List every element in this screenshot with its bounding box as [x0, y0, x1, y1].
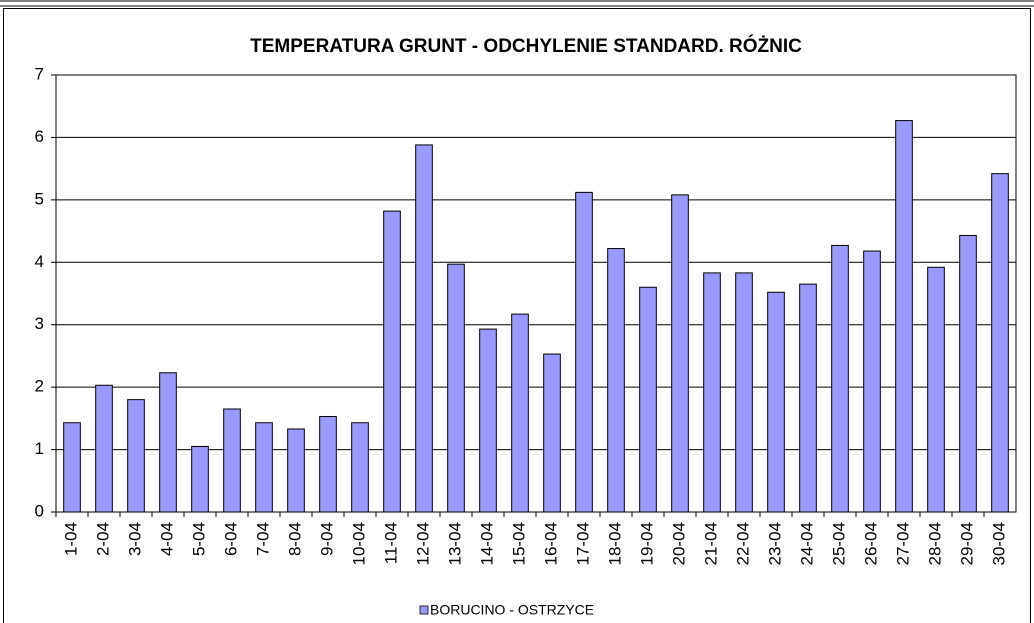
- y-tick-label: 4: [35, 252, 44, 271]
- y-tick-label: 6: [35, 127, 44, 146]
- y-tick-label: 2: [35, 377, 44, 396]
- x-tick-label: 28-04: [925, 522, 944, 565]
- x-tick-label: 18-04: [605, 522, 624, 565]
- bar: [447, 263, 465, 513]
- x-tick-label: 7-04: [253, 522, 272, 556]
- bar: [159, 372, 177, 513]
- bar: [991, 173, 1009, 513]
- x-tick-label: 25-04: [829, 522, 848, 565]
- bar: [415, 144, 433, 513]
- bar: [351, 422, 369, 513]
- bar: [767, 291, 785, 513]
- x-tick-label: 8-04: [285, 522, 304, 556]
- bar: [959, 234, 977, 513]
- legend-swatch: [419, 605, 429, 615]
- bar: [255, 422, 273, 513]
- bar: [383, 210, 401, 513]
- x-tick-label: 21-04: [701, 522, 720, 565]
- x-tick-label: 22-04: [733, 522, 752, 565]
- y-tick-label: 5: [35, 189, 44, 208]
- x-tick-label: 24-04: [797, 522, 816, 565]
- x-tick-label: 12-04: [413, 522, 432, 565]
- bar: [287, 428, 305, 513]
- bar: [575, 191, 593, 513]
- bar: [223, 408, 241, 513]
- x-tick-label: 6-04: [221, 522, 240, 556]
- x-tick-label: 16-04: [541, 522, 560, 565]
- bar: [863, 250, 881, 513]
- x-tick-label: 29-04: [957, 522, 976, 565]
- x-tick-label: 9-04: [317, 522, 336, 556]
- x-tick-label: 26-04: [861, 522, 880, 565]
- y-tick-label: 7: [35, 64, 44, 83]
- x-tick-label: 2-04: [93, 522, 112, 556]
- x-tick-label: 20-04: [669, 522, 688, 565]
- x-tick-label: 17-04: [573, 522, 592, 565]
- x-tick-label: 3-04: [125, 522, 144, 556]
- x-tick-label: 10-04: [349, 522, 368, 565]
- chart-title: TEMPERATURA GRUNT - ODCHYLENIE STANDARD.…: [250, 35, 802, 57]
- x-tick-label: 4-04: [157, 522, 176, 556]
- x-tick-label: 30-04: [989, 522, 1008, 565]
- x-tick-label: 13-04: [445, 522, 464, 565]
- bar: [607, 248, 625, 513]
- bar: [95, 384, 113, 513]
- bar: [831, 244, 849, 513]
- x-tick-label: 23-04: [765, 522, 784, 565]
- bar: [895, 120, 913, 513]
- bar: [671, 194, 689, 513]
- y-tick-label: 1: [35, 439, 44, 458]
- y-tick-label: 0: [35, 501, 44, 520]
- bar: [63, 422, 81, 513]
- bar: [703, 272, 721, 513]
- bar: [927, 266, 945, 513]
- y-tick-label: 3: [35, 314, 44, 333]
- x-tick-label: 5-04: [189, 522, 208, 556]
- bar: [543, 353, 561, 513]
- bar: [799, 283, 817, 513]
- x-tick-label: 15-04: [509, 522, 528, 565]
- bar: [735, 272, 753, 513]
- x-tick-label: 1-04: [61, 522, 80, 556]
- bar: [639, 286, 657, 513]
- bar: [127, 399, 145, 513]
- x-tick-label: 14-04: [477, 522, 496, 565]
- bar: [191, 445, 209, 513]
- bar: [319, 415, 337, 513]
- bar: [511, 313, 529, 513]
- x-tick-label: 27-04: [893, 522, 912, 565]
- legend-label: BORUCINO - OSTRZYCE: [430, 602, 594, 618]
- bar: [479, 328, 497, 513]
- x-tick-label: 19-04: [637, 522, 656, 565]
- x-tick-label: 11-04: [381, 522, 400, 564]
